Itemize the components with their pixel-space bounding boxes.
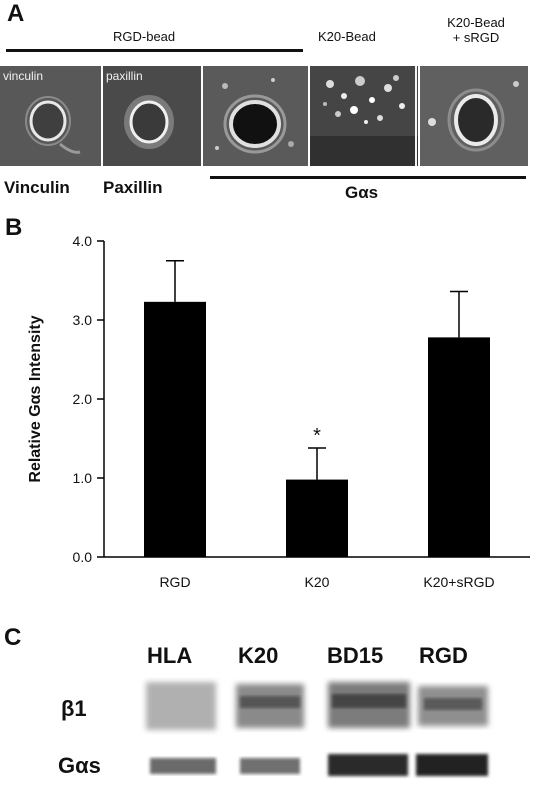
bar-k20-srgd [428, 337, 490, 557]
lane-label-k20: K20 [238, 643, 279, 668]
gas-bracket [210, 176, 526, 179]
blot-row-gas [150, 754, 488, 776]
rgd-bead-bracket [6, 49, 303, 52]
y-axis-label: Relative Gαs Intensity [27, 315, 44, 482]
y-tick-label: 2.0 [73, 391, 93, 407]
paxillin-img-label: paxillin [106, 69, 143, 83]
category-label: K20 [305, 574, 330, 590]
vinculin-img-label: vinculin [3, 69, 44, 83]
k20-srgd-header: K20-Bead + sRGD [447, 15, 505, 45]
category-label: RGD [159, 574, 190, 590]
y-tick-label: 3.0 [73, 312, 93, 328]
panel-a-letter: A [7, 0, 25, 27]
caption-gas: Gαs [345, 183, 379, 202]
y-tick-label: 0.0 [73, 549, 93, 565]
row-label-gas: Gαs [58, 753, 101, 778]
k20-bead-header: K20-Bead [318, 29, 376, 44]
significance-marker: * [313, 425, 321, 447]
band-gas-hla [150, 758, 216, 774]
bar-chart: 0.0 1.0 2.0 3.0 4.0 Relative Gαs Intensity RGD… [27, 233, 530, 590]
k20-image-divider [415, 66, 417, 166]
panel-c-letter: C [4, 624, 22, 651]
micrograph-vinculin: vinculin [0, 66, 101, 166]
band-beta1-hla [146, 682, 216, 730]
band-gas-rgd [416, 754, 488, 776]
y-tick-label: 1.0 [73, 470, 93, 486]
micrograph-gas-rgd [203, 66, 308, 166]
band-gas-k20 [240, 758, 300, 774]
micrograph-gas-k20 [310, 66, 418, 166]
row-label-beta1: β1 [61, 696, 87, 721]
panel-b-letter: B [5, 214, 23, 241]
caption-paxillin: Paxillin [103, 178, 163, 197]
rgd-bead-header: RGD-bead [113, 29, 176, 44]
western-blot [146, 682, 488, 776]
micrograph-gas-k20-srgd [420, 66, 528, 166]
bar-rgd [144, 301, 206, 557]
lane-label-hla: HLA [147, 643, 193, 668]
lane-label-bd15: BD15 [327, 643, 384, 668]
category-label: K20+sRGD [423, 574, 494, 590]
blot-row-beta1 [146, 682, 488, 730]
caption-vinculin: Vinculin [4, 178, 70, 197]
lane-label-rgd: RGD [419, 643, 468, 668]
band-gas-bd15 [328, 754, 408, 776]
micrograph-paxillin: paxillin [103, 66, 201, 166]
y-tick-label: 4.0 [73, 233, 93, 249]
bar-k20 [286, 479, 348, 557]
